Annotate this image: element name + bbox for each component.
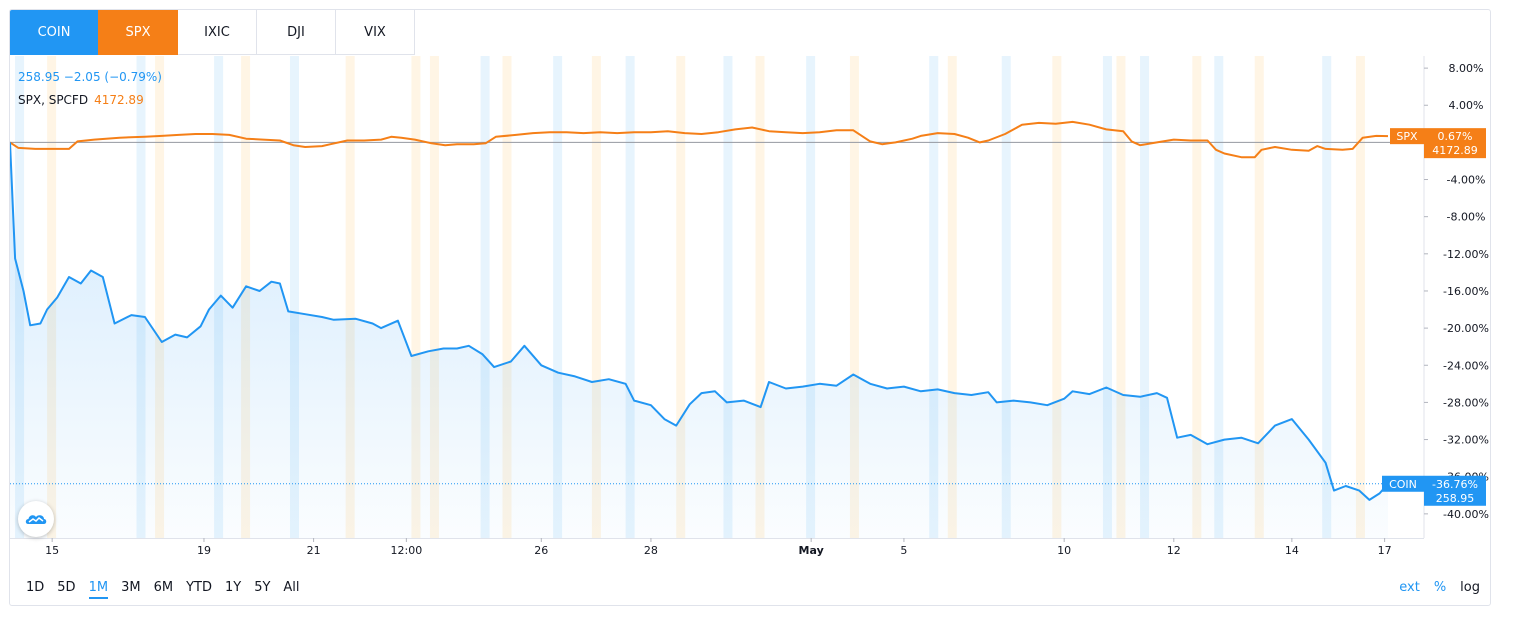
legend-spx-name: SPX, SPCFD (18, 93, 89, 107)
ext-button[interactable]: ext (1399, 580, 1420, 595)
tab-spx[interactable]: SPX (98, 10, 178, 55)
coin-name-tag-label: COIN (1389, 478, 1417, 491)
percent-button[interactable]: % (1433, 580, 1447, 595)
session-band (1322, 56, 1332, 538)
x-tick-label: 19 (197, 544, 211, 557)
session-band (1140, 56, 1150, 538)
session-band (947, 56, 957, 538)
session-band (345, 56, 355, 538)
session-band (289, 56, 299, 538)
session-band (723, 56, 733, 538)
y-tick-label: 8.00% (1449, 62, 1484, 75)
session-band (155, 56, 165, 538)
session-band (1355, 56, 1365, 538)
cloud-chart-icon (25, 515, 47, 524)
range-button-1y[interactable]: 1Y (224, 580, 242, 595)
session-band (929, 56, 939, 538)
x-tick-label: 15 (45, 544, 59, 557)
y-tick-label: -32.00% (1443, 434, 1489, 447)
y-tick-label: -24.00% (1443, 359, 1489, 372)
session-band (1192, 56, 1202, 538)
x-tick-label: 21 (307, 544, 321, 557)
range-selector: 1D 5D 1M 3M 6M YTD 1Y 5Y All (26, 580, 313, 599)
y-tick-label: 4.00% (1449, 99, 1484, 112)
spx-axis-box (1424, 128, 1486, 159)
tab-dji[interactable]: DJI (257, 10, 336, 55)
session-band (480, 56, 490, 538)
symbol-tabs: COIN SPX IXIC DJI VIX (10, 10, 415, 55)
y-tick-label: -20.00% (1443, 322, 1489, 335)
tradingview-logo-icon[interactable] (18, 501, 54, 537)
session-band (755, 56, 765, 538)
x-tick-label: 17 (1378, 544, 1392, 557)
coin-axis-pct-label: -36.76% (1432, 478, 1478, 491)
coin-axis-price-label: 258.95 (1436, 492, 1475, 505)
coin-series-line (10, 142, 1389, 501)
session-band (429, 56, 439, 538)
legend: 258.95 −2.05 (−0.79%) SPX, SPCFD 4172.89 (18, 66, 162, 112)
range-button-1d[interactable]: 1D (26, 580, 45, 595)
y-tick-label: -8.00% (1447, 211, 1486, 224)
session-band (502, 56, 512, 538)
x-tick-label: 12:00 (391, 544, 423, 557)
range-button-5y[interactable]: 5Y (254, 580, 271, 595)
range-button-6m[interactable]: 6M (153, 580, 174, 595)
y-tick-label: -16.00% (1443, 285, 1489, 298)
x-tick-label: 10 (1057, 544, 1071, 557)
session-band (625, 56, 635, 538)
coin-area-fill (10, 142, 1388, 538)
range-button-ytd[interactable]: YTD (186, 580, 212, 595)
coin-name-tag (1382, 475, 1424, 492)
x-tick-label: 5 (900, 544, 907, 557)
tab-coin[interactable]: COIN (10, 10, 98, 55)
spx-name-tag-label: SPX (1396, 130, 1418, 143)
session-band (849, 56, 859, 538)
session-band (1214, 56, 1224, 538)
session-band (591, 56, 601, 538)
spx-series-line (10, 120, 1389, 159)
coin-axis-box (1424, 475, 1486, 506)
session-band (1116, 56, 1126, 538)
range-button-all[interactable]: All (283, 580, 300, 595)
x-tick-label: May (799, 544, 824, 557)
range-button-5d[interactable]: 5D (57, 580, 76, 595)
footer-bar: 1D 5D 1M 3M 6M YTD 1Y 5Y All ext% log (10, 570, 1490, 605)
session-band (1052, 56, 1062, 538)
legend-spx-value: 4172.89 (94, 93, 144, 107)
spx-name-tag (1390, 128, 1424, 145)
session-band (806, 56, 816, 538)
session-band (47, 56, 57, 538)
y-tick-label: -40.00% (1443, 508, 1489, 521)
scale-options: ext% log (1385, 580, 1480, 595)
spx-axis-pct-label: 0.67% (1438, 130, 1473, 143)
session-band (136, 56, 146, 538)
tab-ixic[interactable]: IXIC (178, 10, 257, 55)
chart-widget: COIN SPX IXIC DJI VIX 8.00% 4.00% -4.00% -8.00%… (9, 9, 1491, 606)
range-button-3m[interactable]: 3M (121, 580, 141, 595)
range-button-1m[interactable]: 1M (88, 580, 109, 599)
y-tick-label: -28.00% (1443, 396, 1489, 409)
log-button[interactable]: log (1460, 580, 1480, 595)
session-band (1254, 56, 1264, 538)
x-tick-label: 12 (1167, 544, 1181, 557)
session-band (676, 56, 686, 538)
y-tick-label: -12.00% (1443, 248, 1489, 261)
tab-vix[interactable]: VIX (336, 10, 415, 55)
session-band (553, 56, 563, 538)
x-tick-label: 26 (534, 544, 548, 557)
legend-coin-line: 258.95 −2.05 (−0.79%) (18, 70, 162, 84)
x-tick-label: 28 (644, 544, 658, 557)
session-band (1102, 56, 1112, 538)
y-tick-label: -4.00% (1447, 174, 1486, 187)
x-tick-label: 14 (1285, 544, 1299, 557)
spx-axis-price-label: 4172.89 (1432, 144, 1478, 157)
chart-area[interactable]: 8.00% 4.00% -4.00% -8.00% -12.00% -16.00% -20.… (10, 10, 1491, 570)
session-band (411, 56, 421, 538)
session-band (1001, 56, 1011, 538)
